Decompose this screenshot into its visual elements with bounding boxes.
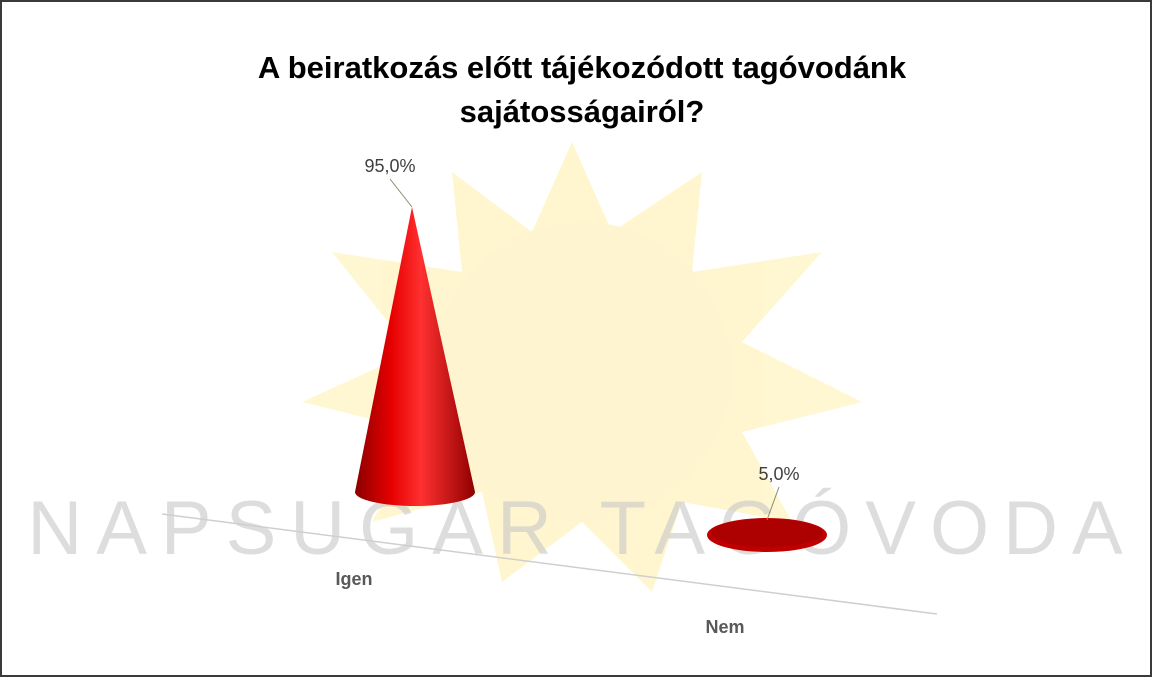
leader-line [389,178,413,208]
floor-line [161,513,938,615]
chart-title: A beiratkozás előtt tájékozódott tagóvod… [257,50,907,129]
category-label: Nem [705,617,744,637]
watermark-text: NAPSUGAR TAGÓVODA [27,486,1136,571]
cone [355,207,475,506]
data-label: 95,0% [364,156,415,176]
data-label: 5,0% [758,464,799,484]
leader-line [766,486,780,521]
cone-top [711,519,823,547]
category-label: Igen [335,569,372,589]
